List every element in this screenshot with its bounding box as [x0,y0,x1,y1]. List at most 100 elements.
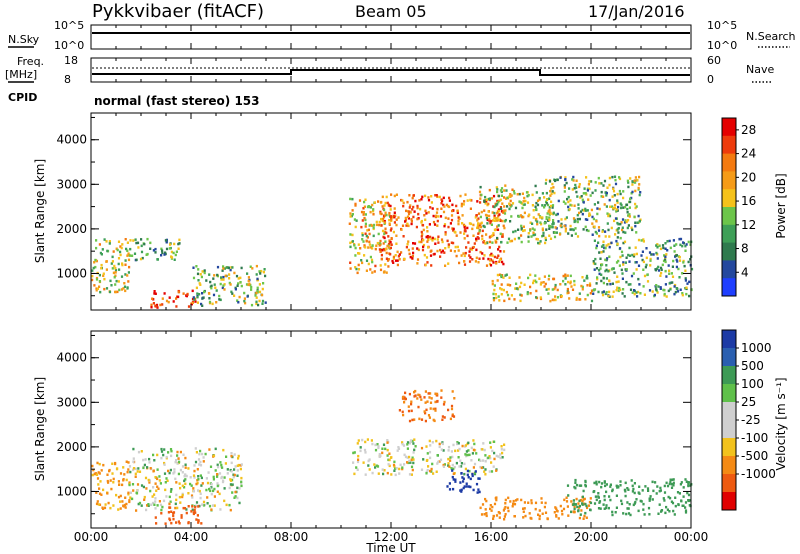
power-cell [485,200,488,204]
velocity-cell [156,504,159,507]
velocity-cell [362,461,365,464]
power-cell [483,209,486,212]
power-cell [639,191,642,194]
velocity-cell [357,458,360,461]
power-cell [646,280,650,283]
power-cell [480,193,483,197]
velocity-cell [152,486,155,489]
velocity-cell [223,476,226,479]
power-cell [625,280,628,284]
power-cell [688,294,691,298]
power-cell [381,195,384,199]
power-cell [597,290,600,294]
velocity-cell [494,496,497,500]
power-cell [475,214,478,217]
velocity-cell [107,481,110,484]
power-cell [583,209,586,212]
power-cell [502,211,505,214]
power-cell [539,240,542,243]
power-cell [673,285,676,288]
velocity-cell [386,471,389,475]
power-cell [392,261,395,264]
power-cell [611,295,614,298]
power-cell [554,226,557,229]
power-cell [440,251,443,254]
velocity-cell [177,472,180,476]
velocity-cell [622,512,625,515]
velocity-cell [483,513,486,516]
velocity-cell [472,448,475,452]
power-cell [177,290,180,294]
velocity-cell [450,450,453,453]
power-cell [368,240,371,244]
power-cell [659,286,662,289]
power-cell [629,200,632,204]
power-cell [387,243,391,246]
velocity-cell [413,438,416,441]
power-cell [548,206,551,209]
power-cell [170,250,173,254]
velocity-cell [425,459,428,462]
velocity-cell [190,510,193,513]
power-cell [543,196,546,199]
velocity-cell [447,449,450,452]
velocity-cell [471,474,474,478]
velocity-cell [169,448,173,451]
power-cell [569,274,572,278]
velocity-cell [503,448,506,452]
velocity-cell [240,484,243,488]
power-cell [608,183,611,187]
power-cell [163,253,166,256]
power-cell [591,191,594,195]
power-cell [542,234,545,237]
velocity-cell [577,509,580,513]
power-cell [676,260,679,263]
power-cell [201,304,204,307]
velocity-cell [538,514,541,518]
power-cell [431,236,434,240]
power-cell [103,238,106,241]
power-cell [506,241,509,244]
power-cell [616,275,619,278]
power-cell [666,249,669,252]
velocity-cell [170,449,173,453]
power-cell [564,273,567,276]
power-cell [500,275,503,279]
velocity-cell [408,473,412,476]
velocity-cell [678,492,681,495]
power-cell [519,299,522,303]
power-cell [397,216,400,219]
velocity-cell [468,453,471,457]
power-cell [436,207,439,211]
velocity-cell [97,483,100,486]
velocity-cell [179,501,182,504]
velocity-cell [390,456,393,459]
velocity-cell [651,498,654,501]
velocity-cell [91,464,94,468]
power-cell [372,208,375,211]
power-cell [146,237,149,241]
power-cell [223,283,226,286]
power-cell [390,193,393,196]
power-cell [665,295,668,298]
power-cell [541,204,544,207]
power-cell [212,277,215,280]
power-cell [463,229,466,232]
power-cell [614,233,617,236]
power-cell [461,214,464,217]
velocity-cell [178,460,181,464]
velocity-cell [129,496,132,499]
power-cell [153,292,156,295]
velocity-cell [230,461,233,465]
power-cell [593,268,596,271]
power-cell [565,216,568,219]
power-cell [348,222,351,225]
power-cell [372,226,375,229]
velocity-cell [584,511,587,515]
power-cell [531,222,534,225]
power-cell [163,292,166,295]
velocity-cell [498,511,501,515]
power-cell [495,186,498,189]
velocity-cell [442,463,445,467]
power-cell [351,213,354,216]
